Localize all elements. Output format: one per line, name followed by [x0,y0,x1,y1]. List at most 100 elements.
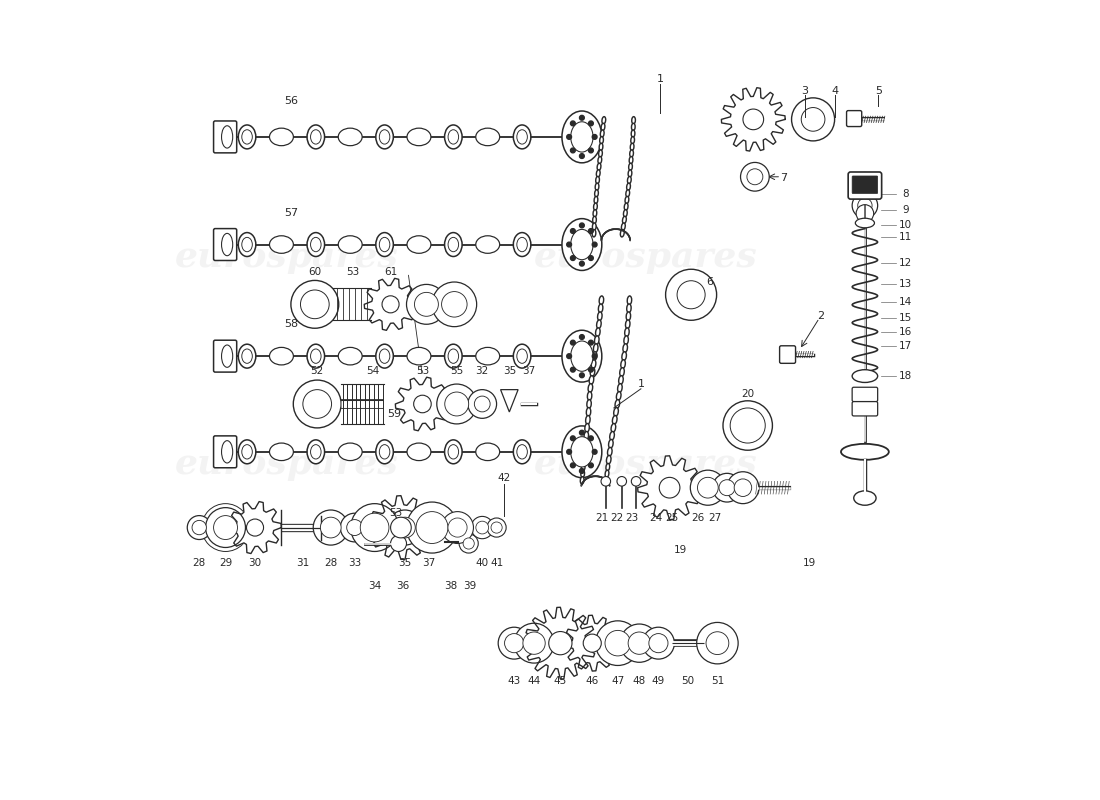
Circle shape [588,367,593,372]
Ellipse shape [630,137,635,144]
Text: 57: 57 [284,208,298,218]
Circle shape [414,395,431,413]
Ellipse shape [270,236,294,254]
FancyBboxPatch shape [847,110,861,126]
Circle shape [566,450,572,454]
Circle shape [727,472,759,504]
Ellipse shape [407,443,431,461]
Ellipse shape [623,344,627,353]
Text: 17: 17 [899,341,912,350]
Circle shape [201,504,250,551]
Circle shape [416,512,448,543]
Ellipse shape [593,344,598,353]
Circle shape [246,519,264,536]
Circle shape [696,622,738,664]
Text: 19: 19 [673,545,686,555]
Ellipse shape [608,439,613,448]
Text: 22: 22 [610,513,624,523]
Text: 11: 11 [899,232,912,242]
Text: 59: 59 [387,409,402,418]
Ellipse shape [590,376,594,385]
Text: 53: 53 [346,267,360,278]
Circle shape [583,634,602,652]
Text: 19: 19 [803,558,816,568]
Ellipse shape [239,233,256,257]
Ellipse shape [338,128,362,146]
Text: 14: 14 [899,297,912,307]
Circle shape [571,463,575,468]
Text: 4: 4 [832,86,839,96]
Circle shape [549,631,572,654]
Ellipse shape [597,312,602,321]
Ellipse shape [607,447,612,456]
Ellipse shape [586,407,591,416]
Ellipse shape [619,368,625,377]
Ellipse shape [571,437,593,467]
Text: 1: 1 [657,74,663,84]
Ellipse shape [626,320,630,329]
Text: 20: 20 [741,389,755,398]
Circle shape [649,634,668,653]
Circle shape [617,477,627,486]
Ellipse shape [444,344,462,368]
Ellipse shape [514,440,531,464]
Circle shape [468,390,496,418]
Circle shape [571,367,575,372]
Circle shape [320,517,341,538]
Text: 5: 5 [874,86,882,96]
Circle shape [601,477,610,486]
Circle shape [659,478,680,498]
Text: 40: 40 [475,558,488,568]
Circle shape [595,621,640,666]
Text: eurospares: eurospares [175,239,399,274]
Text: 34: 34 [368,581,382,590]
Ellipse shape [338,347,362,365]
Ellipse shape [444,233,462,257]
Circle shape [407,285,447,324]
Ellipse shape [270,347,294,365]
Ellipse shape [476,128,499,146]
Ellipse shape [598,157,602,164]
Circle shape [346,519,363,535]
Ellipse shape [571,230,593,260]
Ellipse shape [604,477,608,484]
Text: 51: 51 [711,676,724,686]
Circle shape [571,229,575,234]
Ellipse shape [626,312,630,321]
Polygon shape [525,607,596,679]
Circle shape [666,270,716,320]
Ellipse shape [617,384,623,393]
Circle shape [605,630,630,656]
Ellipse shape [624,336,628,345]
Circle shape [580,430,584,435]
Circle shape [487,518,506,537]
Ellipse shape [618,376,624,385]
Ellipse shape [517,349,527,363]
Text: 31: 31 [296,558,309,568]
Ellipse shape [562,330,602,382]
FancyBboxPatch shape [852,402,878,416]
Ellipse shape [562,218,602,270]
Polygon shape [364,278,417,330]
Text: 29: 29 [219,558,232,568]
Ellipse shape [379,238,389,252]
Ellipse shape [307,344,324,368]
Circle shape [437,384,476,424]
Text: 21: 21 [595,513,608,523]
Circle shape [592,354,597,358]
Ellipse shape [221,441,233,463]
Text: 13: 13 [899,279,912,290]
Ellipse shape [514,233,531,257]
Text: 2: 2 [817,311,825,322]
Wedge shape [856,205,865,222]
Circle shape [566,134,572,139]
Text: 56: 56 [284,96,298,106]
Ellipse shape [600,137,604,144]
Text: eurospares: eurospares [534,446,758,481]
Text: 9: 9 [902,206,909,215]
Ellipse shape [307,440,324,464]
Ellipse shape [582,463,585,470]
Text: 37: 37 [422,558,436,568]
Circle shape [740,162,769,191]
Circle shape [747,169,763,185]
